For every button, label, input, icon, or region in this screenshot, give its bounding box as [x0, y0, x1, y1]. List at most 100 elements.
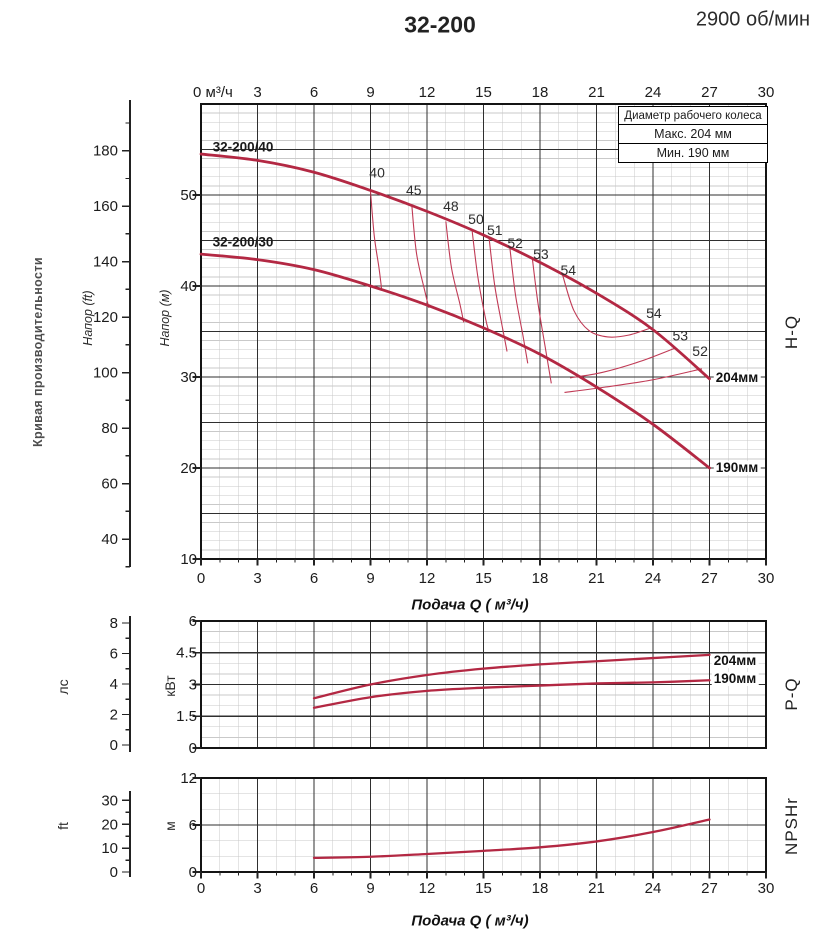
tick-label: 20 [180, 460, 197, 477]
pq-curves [312, 653, 711, 709]
npsh-x-labels: 0 3 6 9 12 15 18 21 24 27 30 [197, 880, 775, 897]
tick-label: 20 [101, 816, 118, 833]
tick-label: 0 [197, 570, 205, 587]
efficiency-label: 50 [468, 211, 484, 227]
tick-label: 4 [110, 676, 118, 693]
hq-curve-190мм [199, 252, 711, 470]
pq-curve-190мм [312, 679, 711, 709]
tick-label: 21 [588, 84, 605, 101]
tick-label: 24 [645, 570, 662, 587]
tick-label: 24 [645, 880, 662, 897]
tick-label: 40 [101, 531, 118, 548]
efficiency-contour-40 [369, 191, 383, 291]
tick-label: 18 [532, 84, 549, 101]
tick-label: 10 [180, 551, 197, 568]
speed-label: 2900 об/мин [695, 8, 811, 31]
hq-axes: 50 40 30 20 10 [180, 187, 767, 568]
hq-xaxis-caption: Подача Q ( м³/ч) [411, 596, 529, 614]
tick-label: 60 [101, 476, 118, 493]
tick-label: 27 [701, 84, 718, 101]
tick-label: 100 [93, 365, 118, 382]
tick-label: 1.5 [176, 708, 197, 725]
tick-label: 30 [758, 880, 775, 897]
tick-label: 0 [197, 880, 205, 897]
tick-label: 9 [366, 880, 374, 897]
pq-hp-axis: 8 6 4 2 0 [110, 615, 131, 754]
tick-label: 12 [180, 770, 197, 787]
tick-label: 18 [532, 880, 549, 897]
tick-label: 0 [110, 737, 118, 754]
tick-label: 12 [419, 570, 436, 587]
tick-label: 21 [588, 880, 605, 897]
hq-204mm-label: 204мм [713, 370, 761, 385]
npshr-curve [312, 818, 711, 860]
efficiency-contour-52 [509, 247, 529, 364]
tick-label: 160 [93, 198, 118, 215]
efficiency-contour-52 [564, 368, 703, 394]
efficiency-contour-45 [411, 206, 430, 308]
hq-curve-204мм [199, 152, 711, 381]
tick-label: 30 [758, 84, 775, 101]
npsh-xaxis-caption: Подача Q ( м³/ч) [411, 912, 529, 930]
pq-axes: 6 4.5 3 1.5 0 [176, 613, 201, 757]
tick-label: 15 [475, 570, 492, 587]
tick-label: 180 [93, 143, 118, 160]
efficiency-label: 45 [406, 182, 422, 198]
tick-label: 4.5 [176, 645, 197, 662]
tick-label: 27 [701, 570, 718, 587]
tick-label: 3 [253, 570, 261, 587]
page-title: 32-200 [404, 11, 476, 38]
hq-ft-axis: 40 60 80 100 120 140 160 180 [93, 100, 131, 568]
legend-max-diameter: Макс. 204 мм [619, 125, 767, 144]
tick-label: 6 [189, 817, 197, 834]
legend-min-diameter: Мин. 190 мм [656, 146, 730, 160]
hq-x-labels: 0 м³/ч 3 6 9 12 15 18 21 24 27 30 0 3 6 9 12 15 18 21 24 27 3… [193, 84, 774, 587]
efficiency-label: 52 [692, 343, 708, 359]
pq-grid-major [201, 621, 766, 748]
efficiency-contour-50 [471, 231, 490, 333]
efficiency-label: 48 [443, 198, 459, 214]
efficiency-label: 51 [487, 222, 503, 238]
efficiency-label: 54 [646, 305, 662, 321]
efficiency-contour-48 [445, 221, 465, 323]
tick-label: 6 [310, 84, 318, 101]
hq-grid-major [201, 104, 766, 559]
efficiency-contour-54 [562, 274, 652, 338]
hq-curves [199, 152, 711, 470]
tick-label: 120 [93, 309, 118, 326]
npsh-ft-axis: 0 10 20 30 [101, 791, 131, 881]
npsh-curves [312, 818, 711, 860]
tick-label: 27 [701, 880, 718, 897]
tick-label: 30 [180, 369, 197, 386]
tick-label: 15 [475, 880, 492, 897]
tick-label: 12 [419, 84, 436, 101]
tick-label: 12 [419, 880, 436, 897]
curve-label-32-200-30: 32-200/30 [212, 234, 274, 250]
tick-label: 0 [110, 864, 118, 881]
tick-label: 0 [189, 740, 197, 757]
tick-label: 18 [532, 570, 549, 587]
tick-label: 6 [110, 646, 118, 663]
pq-curve-204мм [312, 653, 711, 700]
tick-label: 2 [110, 707, 118, 724]
tick-label: 0 м³/ч [193, 84, 233, 101]
tick-label: 3 [253, 880, 261, 897]
npsh-axes: 12 6 0 [180, 770, 767, 881]
curve-label-32-200-40: 32-200/40 [212, 139, 274, 155]
tick-label: 10 [101, 840, 118, 857]
hq-190mm-label: 190мм [713, 460, 761, 475]
tick-label: 3 [253, 84, 261, 101]
efficiency-label: 52 [507, 235, 523, 251]
pq-190mm-label: 190мм [711, 671, 759, 686]
tick-label: 21 [588, 570, 605, 587]
efficiency-contour-53 [570, 347, 676, 379]
tick-label: 6 [310, 570, 318, 587]
efficiency-contour-51 [488, 238, 508, 352]
npsh-grid-major [201, 778, 766, 872]
tick-label: 15 [475, 84, 492, 101]
efficiency-label: 53 [673, 328, 689, 344]
efficiency-label: 53 [533, 246, 549, 262]
